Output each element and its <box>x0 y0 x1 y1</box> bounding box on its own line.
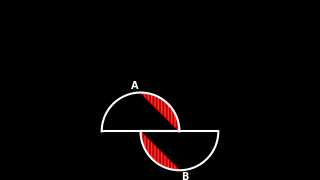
Text: B: B <box>181 172 188 180</box>
Polygon shape <box>140 131 180 170</box>
Text: A: A <box>131 81 139 91</box>
Polygon shape <box>140 93 180 131</box>
Polygon shape <box>140 131 180 170</box>
Text: Two identical semi circles, with midpoints A and B have
radii of 6 units.  What : Two identical semi circles, with midpoin… <box>6 3 320 51</box>
Polygon shape <box>140 93 180 131</box>
